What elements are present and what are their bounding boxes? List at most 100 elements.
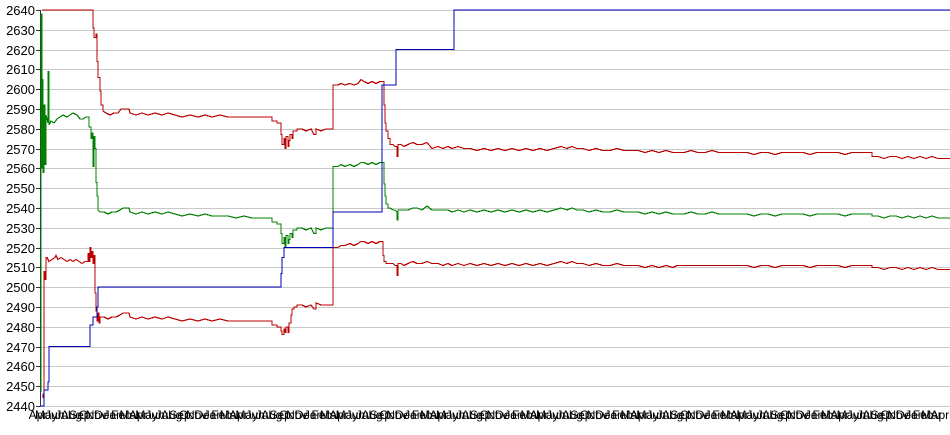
x-axis-month-label: Mar bbox=[320, 408, 341, 422]
x-axis-month-label: Feb bbox=[111, 408, 132, 422]
y-axis-label: 2600 bbox=[6, 82, 35, 97]
x-axis-month-label: Apr bbox=[930, 408, 949, 422]
x-axis-month-label: May bbox=[135, 408, 158, 422]
x-axis-month-label: Sep bbox=[770, 408, 792, 422]
y-axis-label: 2500 bbox=[6, 280, 35, 295]
y-axis-label: 2640 bbox=[6, 3, 35, 18]
x-axis-month-label: May bbox=[536, 408, 559, 422]
x-axis-month-label: Aug bbox=[862, 408, 883, 422]
x-axis-month-label: Nov bbox=[587, 408, 608, 422]
x-axis-month-label: Sep bbox=[269, 408, 291, 422]
x-axis-month-label: Jun bbox=[847, 408, 866, 422]
x-axis-month-label: Feb bbox=[712, 408, 733, 422]
x-axis-month-label: Apr bbox=[530, 408, 549, 422]
x-axis-month-label: Jan bbox=[805, 408, 824, 422]
x-axis-month-label: Sep bbox=[670, 408, 692, 422]
x-axis-month-label: Feb bbox=[312, 408, 333, 422]
x-axis-month-label: Jun bbox=[45, 408, 64, 422]
y-axis-label: 2630 bbox=[6, 23, 35, 38]
x-axis-month-label: Nov bbox=[86, 408, 107, 422]
x-axis-month-label: Nov bbox=[887, 408, 908, 422]
x-axis-month-label: Dec bbox=[495, 408, 516, 422]
x-axis-month-label: Sep bbox=[470, 408, 492, 422]
y-axis-label: 2470 bbox=[6, 340, 35, 355]
x-axis-month-label: Oct bbox=[780, 408, 799, 422]
y-axis-label: 2520 bbox=[6, 241, 35, 256]
x-axis-month-label: Jul bbox=[757, 408, 772, 422]
x-axis-month-label: Dec bbox=[295, 408, 316, 422]
x-axis-month-label: Sep bbox=[169, 408, 191, 422]
y-axis-label: 2580 bbox=[6, 122, 35, 137]
x-axis-month-label: Oct bbox=[179, 408, 198, 422]
x-axis-month-label: Jul bbox=[556, 408, 571, 422]
x-axis-month-label: Aug bbox=[662, 408, 683, 422]
x-axis-month-label: Jul bbox=[857, 408, 872, 422]
x-axis-month-label: Jan bbox=[604, 408, 623, 422]
x-axis-month-label: Feb bbox=[913, 408, 934, 422]
y-axis-label: 2460 bbox=[6, 359, 35, 374]
x-axis-month-label: Jun bbox=[546, 408, 565, 422]
x-axis-month-label: Mar bbox=[220, 408, 241, 422]
x-axis-month-label: Apr bbox=[29, 408, 48, 422]
y-axis-label: 2530 bbox=[6, 221, 35, 236]
x-axis-month-label: Jan bbox=[905, 408, 924, 422]
x-axis-month-label: Jun bbox=[746, 408, 765, 422]
x-axis-month-label: Jan bbox=[204, 408, 223, 422]
x-axis-month-label: Jul bbox=[55, 408, 70, 422]
y-axis-label: 2440 bbox=[6, 399, 35, 414]
x-axis-month-label: Jun bbox=[145, 408, 164, 422]
x-axis-month-label: Mar bbox=[420, 408, 441, 422]
x-axis-month-label: Oct bbox=[379, 408, 398, 422]
x-axis-month-label: Apr bbox=[630, 408, 649, 422]
x-axis-month-label: May bbox=[837, 408, 860, 422]
x-axis-month-label: Jul bbox=[657, 408, 672, 422]
y-axis-label: 2550 bbox=[6, 181, 35, 196]
y-axis-label: 2620 bbox=[6, 43, 35, 58]
x-axis-month-label: Feb bbox=[813, 408, 834, 422]
x-axis-month-label: Nov bbox=[787, 408, 808, 422]
x-axis-month-label: Jun bbox=[446, 408, 465, 422]
x-axis-month-label: Jan bbox=[705, 408, 724, 422]
x-axis-month-label: Jul bbox=[256, 408, 271, 422]
x-axis-month-label: Feb bbox=[211, 408, 232, 422]
x-axis-month-label: Mar bbox=[520, 408, 541, 422]
x-axis-month-label: Mar bbox=[120, 408, 141, 422]
x-axis-month-label: Sep bbox=[69, 408, 91, 422]
x-axis-month-label: Nov bbox=[286, 408, 307, 422]
x-axis-month-label: Dec bbox=[896, 408, 917, 422]
x-axis-month-label: Jun bbox=[245, 408, 264, 422]
x-axis-month-label: Apr bbox=[730, 408, 749, 422]
x-axis-month-label: Dec bbox=[796, 408, 817, 422]
x-axis-month-label: Jun bbox=[346, 408, 365, 422]
x-axis-month-label: Dec bbox=[695, 408, 716, 422]
x-axis-month-label: Mar bbox=[821, 408, 842, 422]
y-axis-label: 2490 bbox=[6, 300, 35, 315]
x-axis-month-label: Feb bbox=[512, 408, 533, 422]
x-axis-month-label: Apr bbox=[329, 408, 348, 422]
x-axis-month-label: Aug bbox=[61, 408, 82, 422]
x-axis-month-label: Mar bbox=[621, 408, 642, 422]
x-axis-month-label: Aug bbox=[361, 408, 382, 422]
x-axis-month-label: Nov bbox=[687, 408, 708, 422]
x-axis-month-label: May bbox=[736, 408, 759, 422]
x-axis-month-label: Oct bbox=[680, 408, 699, 422]
x-axis-month-label: Oct bbox=[880, 408, 899, 422]
x-axis-month-label: Jul bbox=[456, 408, 471, 422]
x-axis-month-label: Aug bbox=[762, 408, 783, 422]
y-axis-label: 2610 bbox=[6, 62, 35, 77]
lower-red-line bbox=[42, 240, 950, 398]
x-axis-month-label: Jul bbox=[156, 408, 171, 422]
x-axis-month-label: May bbox=[436, 408, 459, 422]
x-axis-month-label: Mar bbox=[921, 408, 942, 422]
x-axis-month-label: Nov bbox=[386, 408, 407, 422]
x-axis-month-label: Dec bbox=[94, 408, 115, 422]
x-axis-month-label: Jan bbox=[304, 408, 323, 422]
x-axis-month-label: May bbox=[636, 408, 659, 422]
x-axis-month-label: Feb bbox=[612, 408, 633, 422]
y-axis-label: 2540 bbox=[6, 201, 35, 216]
x-axis-month-label: Dec bbox=[595, 408, 616, 422]
y-axis-label: 2590 bbox=[6, 102, 35, 117]
x-axis-month-label: Apr bbox=[830, 408, 849, 422]
